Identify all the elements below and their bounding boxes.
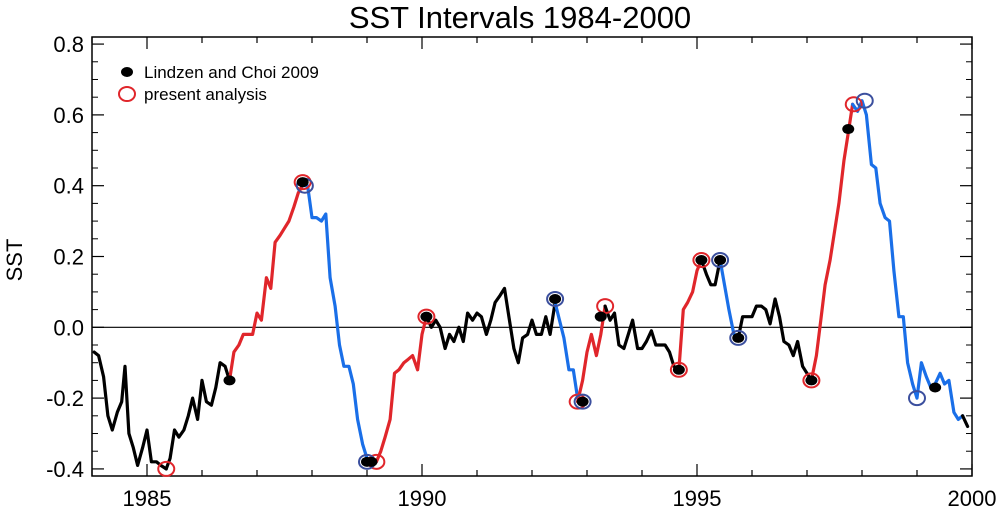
present-analysis-blue-circle <box>908 390 926 407</box>
y-tick-label: 0.4 <box>53 174 84 199</box>
legend-item-lindzen-choi: Lindzen and Choi 2009 <box>144 63 319 82</box>
sst-line-blue <box>553 300 585 404</box>
present-analysis-red-circle <box>802 372 821 389</box>
y-tick-label: 0.8 <box>53 32 84 57</box>
y-axis-label: SST <box>2 239 27 282</box>
sst-line-black <box>699 258 722 287</box>
legend-open-circle-icon <box>118 86 136 102</box>
sst-line-red <box>576 304 607 404</box>
lindzen-choi-dot <box>695 255 708 266</box>
x-tick-label: 2000 <box>948 486 997 511</box>
sst-line-black <box>424 286 557 365</box>
sst-line-red <box>677 258 703 372</box>
present-analysis-red-circle <box>417 308 436 325</box>
lindzen-choi-dot <box>842 124 855 135</box>
y-tick-label: 0.2 <box>53 245 84 270</box>
lindzen-choi-dot <box>672 364 685 375</box>
present-analysis-blue-circle <box>573 393 592 410</box>
sst-line-blue <box>718 258 740 340</box>
sst-line-red <box>809 102 855 382</box>
lindzen-choi-dot <box>714 255 727 266</box>
present-analysis-red-circle <box>844 96 863 113</box>
present-analysis-red-circle <box>669 361 688 378</box>
lindzen-choi-dot <box>223 375 236 386</box>
legend-filled-dot-icon <box>121 67 133 77</box>
sst-line-black <box>961 414 970 428</box>
y-tick-label: -0.2 <box>46 386 84 411</box>
lindzen-choi-dot <box>296 177 309 188</box>
lindzen-choi-dot <box>594 311 607 322</box>
lindzen-choi-dot <box>576 396 589 407</box>
lindzen-choi-dot <box>420 311 433 322</box>
lindzen-choi-dot <box>805 375 818 386</box>
lindzen-choi-dot <box>732 332 745 343</box>
chart-title: SST Intervals 1984-2000 <box>349 0 691 35</box>
sst-line-black <box>603 304 681 372</box>
x-tick-label: 1995 <box>673 486 722 511</box>
present-analysis-red-circle <box>157 460 176 477</box>
legend-item-present-analysis: present analysis <box>144 85 267 104</box>
legend: Lindzen and Choi 2009 present analysis <box>118 63 319 104</box>
present-analysis-blue-circle <box>729 329 748 346</box>
x-tick-label: 1985 <box>123 486 172 511</box>
y-tick-label: 0.0 <box>53 315 84 340</box>
present-analysis-blue-circle <box>711 252 730 269</box>
sst-line-red <box>227 184 305 382</box>
present-analysis-blue-circle <box>855 92 874 109</box>
present-analysis-red-circle <box>596 298 615 315</box>
lindzen-choi-dot <box>365 456 378 467</box>
y-tick-label: -0.4 <box>46 457 84 482</box>
x-tick-label: 1990 <box>398 486 447 511</box>
present-analysis-red-circle <box>692 252 711 269</box>
sst-line-blue <box>851 99 965 421</box>
lindzen-choi-dot <box>929 382 942 393</box>
sst-line-blue <box>301 184 378 464</box>
sst-line-black <box>92 350 168 471</box>
y-tick-label: 0.6 <box>53 103 84 128</box>
sst-line-black <box>164 361 232 471</box>
present-analysis-blue-circle <box>546 290 565 307</box>
sst-line-black <box>736 297 813 382</box>
sst-line-red <box>374 315 428 464</box>
lindzen-choi-dot <box>549 293 562 304</box>
plot-area: -0.4 -0.2 0.0 0.2 0.4 0.6 0.8 1985 1990 1995 2000 <box>46 32 996 511</box>
